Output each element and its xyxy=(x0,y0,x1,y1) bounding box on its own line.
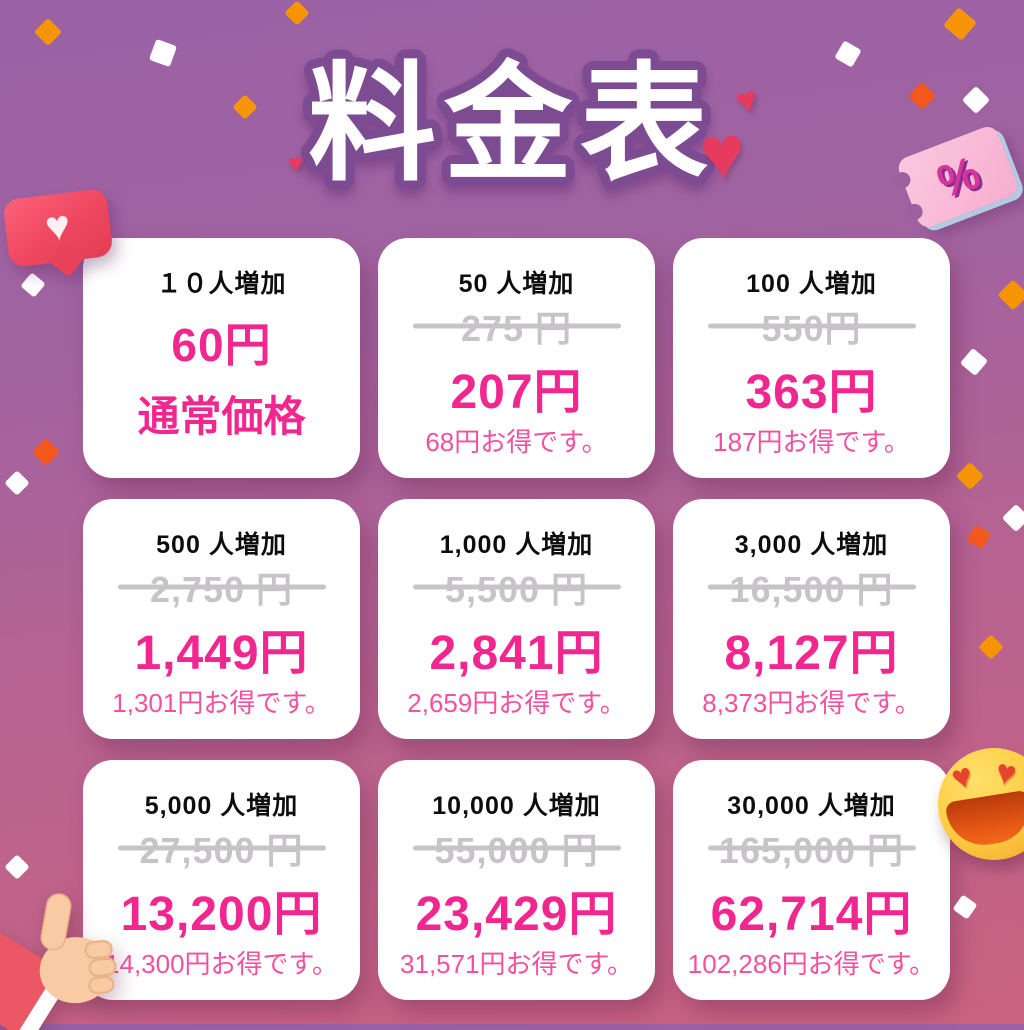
plan-label: 500 人増加 xyxy=(156,531,287,559)
price-card-3000: 3,000 人増加 16,500 円 8,127円 8,373円お得です。 xyxy=(673,499,950,739)
plan-price: 60円 xyxy=(171,318,272,371)
price-card-50: 50 人増加 275 円 207円 68円お得です。 xyxy=(378,238,655,478)
old-price-row: 2,750 円 xyxy=(91,561,352,613)
old-price: 5,500 円 xyxy=(444,569,589,610)
price-card-30000: 30,000 人増加 165,000 円 62,714円 102,286円お得で… xyxy=(673,760,950,1000)
price-card-100: 100 人増加 550円 363円 187円お得です。 xyxy=(673,238,950,478)
price-card-10000: 10,000 人増加 55,000 円 23,429円 31,571円お得です。 xyxy=(378,760,655,1000)
plan-price: 62,714円 xyxy=(710,888,913,941)
plan-label: 1,000 人増加 xyxy=(439,531,594,559)
old-price: 27,500 円 xyxy=(139,830,304,871)
strikethrough-line xyxy=(412,323,621,329)
price-card-10: １０人増加 60円 通常価格 xyxy=(83,238,360,478)
plan-price: 2,841円 xyxy=(429,627,604,680)
confetti-icon xyxy=(284,0,310,26)
discount-coupon-icon: % xyxy=(892,123,1021,231)
plan-note: 102,286円お得です。 xyxy=(687,949,936,979)
plan-label: 10,000 人増加 xyxy=(432,792,601,820)
confetti-icon xyxy=(997,279,1024,311)
plan-price: 23,429円 xyxy=(415,888,618,941)
heart-icon: ♥ xyxy=(285,146,306,180)
old-price: 16,500 円 xyxy=(729,569,894,610)
confetti-icon xyxy=(961,85,991,115)
old-price-row: 16,500 円 xyxy=(681,561,942,613)
old-price: 2,750 円 xyxy=(149,569,294,610)
strikethrough-line xyxy=(707,845,916,851)
price-card-500: 500 人増加 2,750 円 1,449円 1,301円お得です。 xyxy=(83,499,360,739)
heart-icon: ♥ xyxy=(42,200,73,251)
strikethrough-line xyxy=(117,584,326,590)
plan-price: 1,449円 xyxy=(134,627,309,680)
confetti-icon xyxy=(907,81,937,111)
confetti-icon xyxy=(4,470,30,496)
emoji-mouth xyxy=(944,789,1024,851)
confetti-icon xyxy=(232,94,258,120)
plan-note: 8,373円お得です。 xyxy=(702,688,921,718)
plan-label: 100 人増加 xyxy=(746,270,877,298)
old-price-row: 275 円 xyxy=(386,300,647,352)
old-price: 275 円 xyxy=(460,308,573,349)
strikethrough-line xyxy=(707,323,916,329)
plan-label: 30,000 人増加 xyxy=(727,792,896,820)
strikethrough-line xyxy=(412,584,621,590)
confetti-icon xyxy=(952,894,978,920)
confetti-icon xyxy=(4,854,30,880)
page-title: 料金表 xyxy=(308,53,716,196)
heart-icon: ♥ xyxy=(731,77,762,122)
percent-icon: % xyxy=(930,145,986,209)
price-card-1000: 1,000 人増加 5,500 円 2,841円 2,659円お得です。 xyxy=(378,499,655,739)
plan-note: 187円お得です。 xyxy=(713,427,910,457)
confetti-icon xyxy=(148,38,178,68)
confetti-icon xyxy=(966,524,992,550)
old-price: 550円 xyxy=(761,308,862,349)
confetti-icon xyxy=(978,634,1004,660)
confetti-icon xyxy=(943,7,977,41)
plan-price: 13,200円 xyxy=(120,888,323,941)
plan-price: 8,127円 xyxy=(724,627,899,680)
old-price-row: 5,500 円 xyxy=(386,561,647,613)
heart-eyes-emoji-icon: ♥ ♥ xyxy=(938,748,1024,860)
old-price-row: 27,500 円 xyxy=(91,822,352,874)
old-price: 55,000 円 xyxy=(434,830,599,871)
confetti-icon xyxy=(959,347,989,377)
coupon-notch xyxy=(892,169,913,191)
old-price-row: 55,000 円 xyxy=(386,822,647,874)
price-card-5000: 5,000 人増加 27,500 円 13,200円 14,300円お得です。 xyxy=(83,760,360,1000)
strikethrough-line xyxy=(117,845,326,851)
bubble-tail xyxy=(48,240,86,278)
heart-eye-icon: ♥ xyxy=(992,752,1020,794)
confetti-icon xyxy=(20,272,46,298)
old-price-row: 550円 xyxy=(681,300,942,352)
confetti-icon xyxy=(834,40,862,68)
heart-eye-icon: ♥ xyxy=(947,755,978,799)
plan-price: 363円 xyxy=(745,366,878,419)
coupon-notch xyxy=(904,201,925,223)
confetti-icon xyxy=(33,17,63,47)
page-title-wrap: 料金表 xyxy=(299,44,717,205)
strikethrough-line xyxy=(412,845,621,851)
plan-note: 31,571円お得です。 xyxy=(400,949,633,979)
old-price: 165,000 円 xyxy=(718,830,905,871)
plan-note: 通常価格 xyxy=(137,393,306,440)
plan-note: 2,659円お得です。 xyxy=(407,688,626,718)
plan-price: 207円 xyxy=(450,366,583,419)
plan-note: 1,301円お得です。 xyxy=(112,688,331,718)
old-price-row: 165,000 円 xyxy=(681,822,942,874)
plan-label: 5,000 人増加 xyxy=(144,792,299,820)
pricing-grid: １０人増加 60円 通常価格 50 人増加 275 円 207円 68円お得です… xyxy=(83,238,950,1000)
plan-label: 3,000 人増加 xyxy=(734,531,889,559)
plan-label: 50 人増加 xyxy=(458,270,575,298)
heart-icon: ♥ xyxy=(697,109,748,198)
confetti-icon xyxy=(31,437,61,467)
plan-label: １０人増加 xyxy=(156,270,287,298)
emoji-face xyxy=(938,748,1024,860)
confetti-icon xyxy=(955,461,985,491)
strikethrough-line xyxy=(707,584,916,590)
plan-note: 14,300円お得です。 xyxy=(105,949,338,979)
plan-note: 68円お得です。 xyxy=(425,427,608,457)
confetti-icon xyxy=(1001,503,1024,533)
